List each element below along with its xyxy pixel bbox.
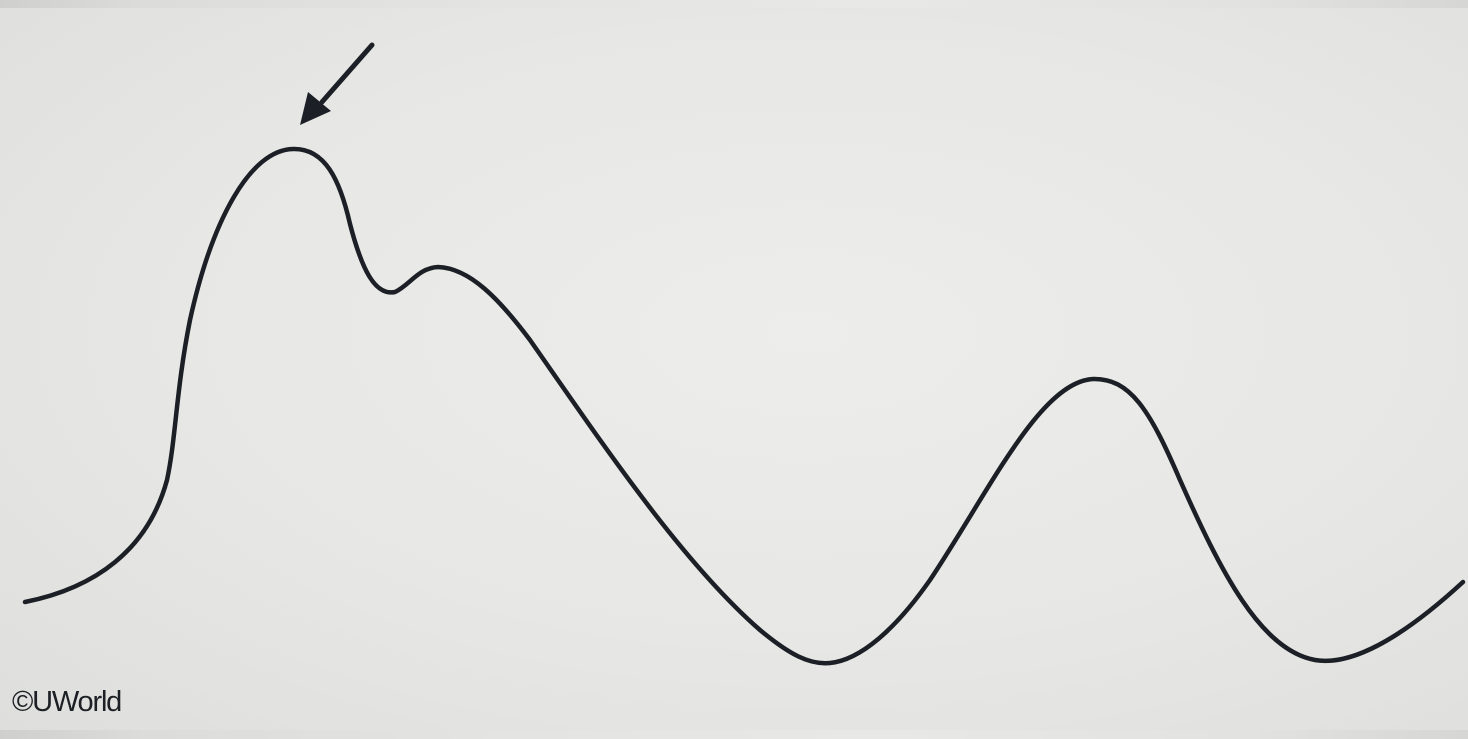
copyright-label: ©UWorld (12, 686, 122, 718)
arrow-icon (300, 42, 375, 125)
screen-area (0, 8, 1468, 730)
waveform-line (22, 146, 1466, 666)
